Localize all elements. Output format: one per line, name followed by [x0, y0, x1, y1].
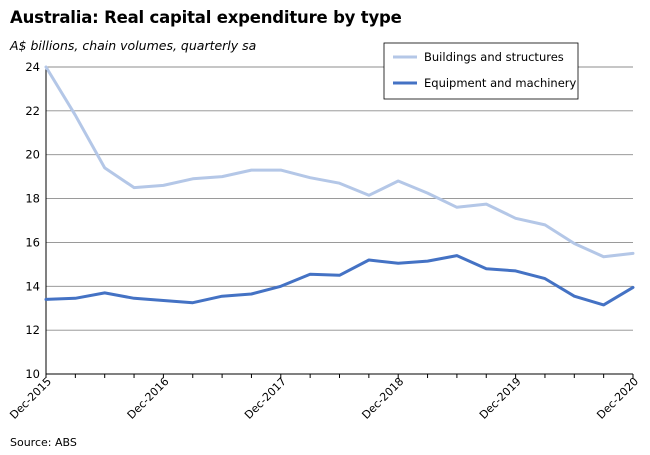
- legend-box: [383, 42, 579, 100]
- source-note: Source: ABS: [10, 436, 77, 449]
- x-tick-label: Dec-2015: [7, 375, 54, 422]
- y-tick-label: 16: [25, 235, 40, 249]
- chart-subtitle: A$ billions, chain volumes, quarterly sa: [10, 38, 257, 53]
- y-tick-label: 12: [25, 323, 40, 337]
- legend: Buildings and structures Equipment and ma…: [383, 42, 579, 100]
- chart-title: Australia: Real capital expenditure by t…: [10, 8, 402, 27]
- legend-label: Equipment and machinery: [424, 76, 577, 90]
- series-line: [44, 65, 635, 259]
- x-tick-label: Dec-2020: [594, 375, 641, 422]
- x-tick-label: Dec-2018: [359, 375, 406, 422]
- series-lines: [44, 65, 635, 307]
- gridlines: [46, 66, 633, 331]
- y-tick-label: 14: [25, 279, 40, 293]
- y-tick-label: 22: [25, 104, 40, 118]
- x-tick-label: Dec-2019: [477, 375, 524, 422]
- x-tick-label: Dec-2016: [125, 375, 172, 422]
- y-tick-label: 20: [25, 148, 40, 162]
- legend-label: Buildings and structures: [424, 50, 564, 64]
- x-axis: Dec-2015 Dec-2016 Dec-2017 Dec-2018 Dec-2019…: [7, 67, 641, 422]
- x-tick-label: Dec-2017: [242, 375, 289, 422]
- y-tick-label: 18: [25, 192, 40, 206]
- y-tick-label: 24: [25, 60, 40, 74]
- series-line: [44, 254, 635, 307]
- y-tick-label: 10: [25, 367, 40, 381]
- y-axis-ticks: 10 12 14 16 18 20 22 24: [25, 60, 40, 381]
